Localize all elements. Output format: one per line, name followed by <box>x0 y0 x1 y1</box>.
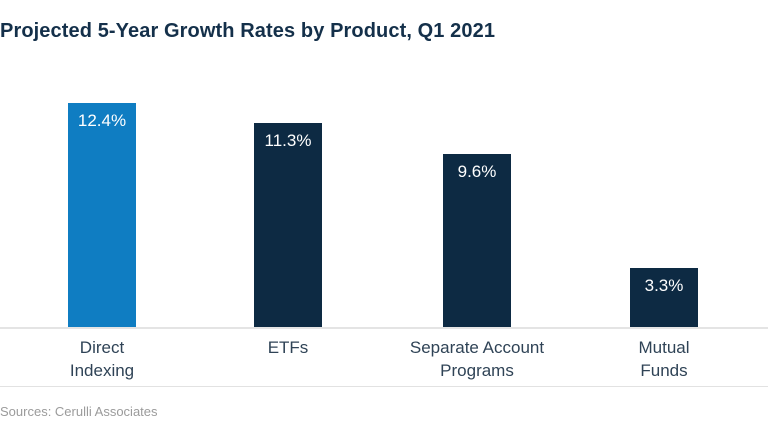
category-label-etfs: ETFs <box>267 338 309 357</box>
bar-direct-indexing: 12.4% <box>68 103 136 328</box>
x-axis-line <box>0 327 768 329</box>
category-label-mutual-funds: Mutual Funds <box>638 338 690 380</box>
source-note: Sources: Cerulli Associates <box>0 404 158 419</box>
bar-separate-account-programs: 9.6% <box>443 154 511 328</box>
bar-value-label-mutual-funds: 3.3% <box>644 276 684 295</box>
bar-etfs: 11.3% <box>254 123 322 328</box>
bar-column-separate-account-programs: 9.6% <box>443 154 511 328</box>
footer-divider <box>0 386 768 387</box>
bar-value-label-etfs: 11.3% <box>264 131 312 150</box>
category-label-separate-account-programs: Separate Account Programs <box>409 338 545 380</box>
plot-area: 12.4% 11.3% 9.6% 3.3% <box>0 78 768 328</box>
bar-column-direct-indexing: 12.4% <box>68 103 136 328</box>
bar-column-mutual-funds: 3.3% <box>630 268 698 328</box>
bar-column-etfs: 11.3% <box>254 123 322 328</box>
bar-mutual-funds: 3.3% <box>630 268 698 328</box>
bar-value-label-direct-indexing: 12.4% <box>77 111 127 130</box>
bar-value-label-separate-account-programs: 9.6% <box>457 162 497 181</box>
chart-title: Projected 5-Year Growth Rates by Product… <box>0 20 496 42</box>
category-label-direct-indexing: Direct Indexing <box>69 338 135 380</box>
